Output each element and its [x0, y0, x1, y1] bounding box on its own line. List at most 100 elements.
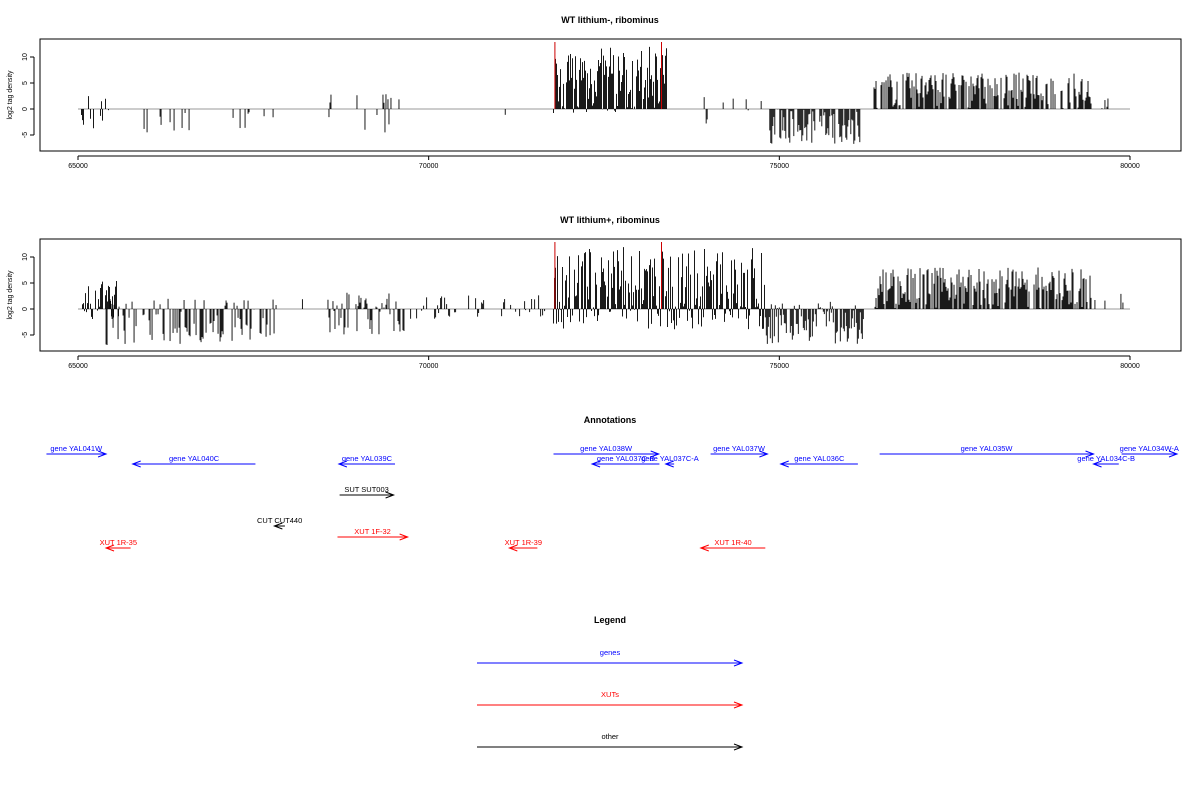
- feature-arrow-head: [590, 460, 601, 468]
- y-axis-tick-label: 5: [22, 81, 29, 85]
- x-axis-tick-label: 70000: [419, 363, 439, 370]
- track-panel-lithium-plus: WT lithium+, ribominus log2 tag density …: [7, 215, 1182, 370]
- feature-label: gene YAL039C: [342, 454, 393, 463]
- plot-area: 65000 70000 75000 80000 -5 0 5 10: [22, 242, 1140, 370]
- annotation-feature: gene YAL038W: [553, 444, 661, 458]
- signal-segment: [873, 72, 1092, 109]
- y-axis-tick-label: -5: [22, 132, 29, 138]
- annotation-feature: gene YAL035W: [879, 444, 1095, 458]
- signal-segment: [553, 46, 667, 114]
- legend-label: other: [601, 732, 619, 741]
- feature-label: XUT 1R-40: [714, 538, 751, 547]
- feature-label: gene YAL037C-A: [641, 454, 699, 463]
- x-axis-tick-label: 80000: [1120, 363, 1140, 370]
- feature-label: SUT SUT003: [344, 485, 388, 494]
- y-axis-label: log2 tag density: [7, 70, 14, 120]
- legend-panel: Legend genes XUTs other: [477, 615, 744, 751]
- annotation-feature: CUT CUT440: [257, 516, 302, 530]
- feature-label: gene YAL037C-B: [597, 454, 655, 463]
- feature-arrow-head: [399, 533, 410, 541]
- signal-segment: [105, 298, 277, 345]
- signal-segment: [553, 247, 765, 330]
- feature-label: gene YAL034C-B: [1077, 454, 1135, 463]
- annotation-feature: XUT 1R-39: [505, 538, 542, 552]
- legend-item: genes: [477, 648, 744, 667]
- feature-label: CUT CUT440: [257, 516, 302, 525]
- feature-arrow-head: [337, 460, 348, 468]
- y-axis-tick-label: 10: [22, 253, 29, 261]
- feature-label: XUT 1R-35: [100, 538, 137, 547]
- annotation-feature: gene YAL037C-A: [641, 454, 699, 468]
- annotation-feature: gene YAL037W: [710, 444, 769, 458]
- feature-arrow-head: [272, 522, 283, 530]
- panel-title: WT lithium-, ribominus: [561, 15, 659, 25]
- feature-label: gene YAL038W: [580, 444, 633, 453]
- feature-arrow-head: [650, 450, 661, 458]
- annotation-feature: XUT 1R-35: [100, 538, 137, 552]
- x-axis-tick-label: 70000: [419, 163, 439, 170]
- y-axis-tick-label: 5: [22, 281, 29, 285]
- annotation-feature: gene YAL036C: [779, 454, 858, 468]
- signal-segment: [1101, 98, 1109, 109]
- signal-segment: [703, 97, 762, 124]
- y-axis-tick-label: 10: [22, 53, 29, 61]
- feature-label: gene YAL040C: [169, 454, 220, 463]
- annotation-feature: XUT 1R-40: [699, 538, 766, 552]
- feature-label: gene YAL036C: [794, 454, 845, 463]
- feature-arrow-head: [104, 544, 115, 552]
- feature-arrow-head: [1168, 450, 1179, 458]
- signal-segment: [326, 292, 405, 335]
- feature-arrow-head: [1092, 460, 1102, 468]
- y-axis-tick-label: -5: [22, 332, 29, 338]
- annotation-feature: gene YAL040C: [131, 454, 256, 468]
- signal-segment: [143, 109, 274, 133]
- annotation-features: gene YAL041W gene YAL040C gene YAL039C gene…: [46, 444, 1179, 552]
- feature-arrow-head: [131, 460, 141, 468]
- feature-arrow-head: [1085, 450, 1095, 458]
- x-axis-tick-label: 75000: [770, 163, 790, 170]
- legend-swatch-arrow-head: [733, 743, 744, 751]
- plot-frame: [39, 38, 1182, 152]
- annotation-feature: XUT 1F-32: [337, 527, 410, 541]
- signal-segment: [410, 295, 546, 319]
- signal-segment: [769, 109, 861, 144]
- feature-label: XUT 1F-32: [354, 527, 391, 536]
- feature-arrow-head: [97, 450, 108, 458]
- signal-segment: [874, 267, 1092, 309]
- annotations-title: Annotations: [584, 415, 637, 425]
- legend-swatch-arrow-head: [733, 701, 744, 709]
- track-panel-lithium-minus: WT lithium-, ribominus log2 tag density …: [7, 15, 1182, 170]
- feature-label: gene YAL034W-A: [1120, 444, 1179, 453]
- annotation-feature: gene YAL039C: [337, 454, 396, 468]
- feature-label: gene YAL035W: [961, 444, 1014, 453]
- signal-segment: [81, 96, 109, 129]
- annotation-feature: gene YAL034W-A: [1120, 444, 1179, 458]
- signal-segment: [1094, 293, 1124, 309]
- legend-item: other: [477, 732, 744, 751]
- legend-items: genes XUTs other: [477, 648, 744, 751]
- legend-title: Legend: [594, 615, 626, 625]
- signal-segment: [764, 301, 864, 344]
- feature-label: gene YAL041W: [50, 444, 103, 453]
- feature-arrow-head: [385, 491, 396, 499]
- panel-title: WT lithium+, ribominus: [560, 215, 660, 225]
- feature-arrow-head: [699, 544, 709, 552]
- legend-label: XUTs: [601, 690, 619, 699]
- x-axis-tick-label: 65000: [68, 163, 88, 170]
- feature-label: gene YAL037W: [713, 444, 766, 453]
- plot-frame: [39, 238, 1182, 352]
- signal-segment: [328, 94, 400, 133]
- annotation-feature: gene YAL037C-B: [590, 454, 660, 468]
- y-axis-label: log2 tag density: [7, 270, 14, 320]
- legend-swatch-arrow-head: [733, 659, 744, 667]
- feature-label: XUT 1R-39: [505, 538, 542, 547]
- feature-arrow-head: [507, 544, 518, 552]
- y-axis-tick-label: 0: [22, 307, 29, 311]
- x-axis-tick-label: 65000: [68, 363, 88, 370]
- annotation-feature: gene YAL034C-B: [1077, 454, 1135, 468]
- annotation-feature: gene YAL041W: [46, 444, 108, 458]
- feature-arrow-head: [779, 460, 789, 468]
